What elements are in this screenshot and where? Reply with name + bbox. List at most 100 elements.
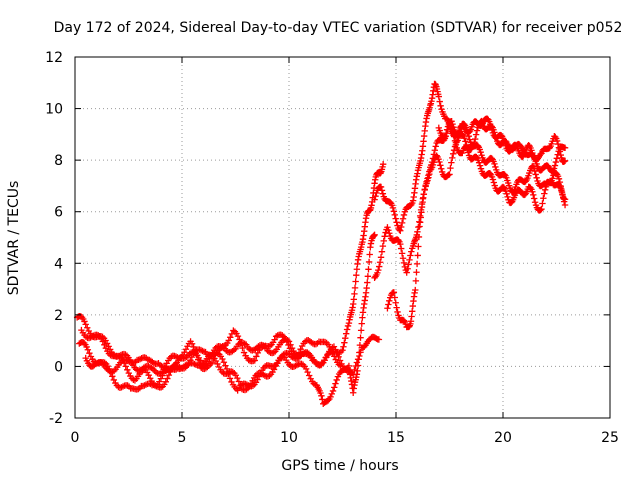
data-point [531, 167, 538, 175]
data-point [122, 363, 129, 370]
data-point [353, 272, 360, 279]
data-point [450, 146, 458, 154]
data-point [365, 266, 372, 273]
data-point [552, 158, 560, 166]
data-point [196, 360, 203, 368]
data-point [323, 339, 330, 347]
data-point [412, 277, 420, 285]
data-point [342, 330, 350, 337]
data-point [342, 334, 349, 342]
data-point [561, 201, 569, 209]
data-point [357, 334, 364, 341]
x-tick-label: 10 [280, 430, 298, 446]
data-point [358, 320, 365, 327]
data-point [385, 301, 392, 308]
data-point [442, 129, 450, 137]
data-point [295, 349, 303, 356]
data-point [357, 327, 365, 334]
x-axis-label: GPS time / hours [281, 458, 398, 474]
y-tick-label: 8 [54, 153, 63, 169]
data-point [490, 179, 498, 186]
data-point [379, 160, 387, 168]
data-point [351, 284, 359, 292]
data-point [124, 366, 131, 374]
data-point [464, 145, 471, 153]
data-point [554, 151, 561, 158]
data-point [236, 336, 243, 343]
data-point [426, 170, 433, 178]
data-point [463, 141, 470, 149]
data-point [327, 346, 335, 353]
y-tick-label: 2 [54, 308, 63, 324]
data-point [421, 186, 428, 194]
data-point [142, 381, 150, 388]
data-point [341, 339, 348, 346]
data-point [208, 359, 216, 367]
data-point [379, 242, 387, 250]
data-point [475, 159, 483, 166]
data-point [538, 205, 545, 213]
data-point [164, 375, 171, 382]
data-point [476, 162, 484, 169]
data-point [529, 152, 537, 159]
data-point [384, 305, 391, 312]
data-point [319, 396, 326, 403]
data-point [356, 352, 363, 360]
data-point [147, 375, 154, 382]
y-tick-label: 4 [54, 256, 63, 272]
data-point [223, 365, 231, 373]
data-point [491, 160, 498, 168]
data-point [397, 223, 405, 231]
data-point [486, 170, 494, 177]
data-point [541, 190, 548, 197]
data-point [471, 135, 479, 143]
data-point [86, 349, 93, 357]
data-points [73, 80, 569, 408]
data-point [375, 263, 383, 270]
data-point [304, 368, 311, 376]
data-point [438, 165, 445, 172]
data-point [317, 389, 324, 397]
data-point [412, 286, 419, 294]
data-point [473, 127, 481, 134]
data-point [472, 131, 480, 138]
data-point [195, 356, 202, 363]
data-point [365, 258, 373, 266]
data-point [337, 362, 344, 369]
data-point [329, 349, 336, 357]
data-point [488, 123, 495, 130]
data-point [380, 237, 387, 245]
data-point [101, 341, 108, 349]
data-point [555, 175, 563, 183]
data-point [547, 178, 554, 186]
data-point [327, 393, 334, 401]
data-point [343, 326, 351, 333]
data-point [399, 255, 407, 262]
data-point [449, 120, 456, 128]
data-point [549, 175, 556, 182]
data-point [270, 349, 277, 356]
data-point [332, 380, 339, 387]
data-point [540, 195, 547, 202]
data-point [492, 132, 499, 139]
data-point [302, 365, 310, 373]
data-point [391, 211, 398, 219]
x-tick-label: 5 [178, 430, 187, 446]
data-point [119, 383, 127, 390]
chart-title: Day 172 of 2024, Sidereal Day-to-day VTE… [54, 20, 623, 36]
data-point [375, 336, 383, 343]
data-point [436, 158, 443, 166]
data-point [220, 359, 228, 366]
data-point [556, 178, 564, 186]
data-point [350, 371, 357, 378]
data-point [397, 227, 404, 234]
data-point [384, 224, 391, 231]
data-point [532, 171, 539, 178]
data-point [491, 129, 498, 136]
data-point [448, 159, 455, 166]
data-point [135, 385, 142, 393]
data-point [461, 134, 468, 142]
data-point [391, 294, 398, 301]
data-point [386, 297, 393, 305]
data-point [199, 347, 206, 355]
